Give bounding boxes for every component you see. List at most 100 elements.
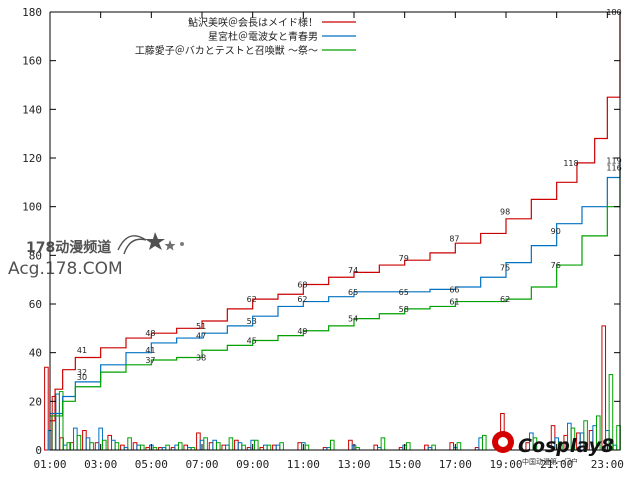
series-line bbox=[50, 12, 621, 422]
y-tick-label: 0 bbox=[35, 444, 42, 457]
y-tick-label: 120 bbox=[22, 152, 42, 165]
hourly-bar bbox=[174, 444, 179, 451]
hourly-bar bbox=[76, 434, 82, 451]
x-tick-label: 21:00 bbox=[540, 458, 573, 471]
hourly-bar bbox=[94, 442, 100, 451]
y-tick-label: 40 bbox=[29, 347, 42, 360]
series-line bbox=[50, 160, 621, 415]
hourly-bar bbox=[101, 439, 107, 451]
x-tick-label: 19:00 bbox=[489, 458, 522, 471]
hourly-bar bbox=[139, 444, 145, 451]
hourly-bar bbox=[221, 444, 227, 451]
x-tick-label: 09:00 bbox=[236, 458, 269, 471]
hourly-bar bbox=[111, 439, 116, 451]
data-label: 45 bbox=[247, 337, 257, 346]
legend-label: 工藤愛子＠バカとテストと召喚獣 〜祭〜 bbox=[135, 44, 318, 57]
hourly-bar bbox=[62, 444, 68, 451]
y-tick-label: 180 bbox=[22, 6, 42, 19]
hourly-bar bbox=[329, 439, 335, 451]
hourly-bar bbox=[114, 442, 120, 451]
hourly-bar bbox=[263, 444, 268, 451]
hourly-bar bbox=[304, 444, 310, 451]
y-tick-label: 100 bbox=[22, 201, 42, 214]
y-tick-label: 80 bbox=[29, 249, 42, 262]
hourly-bar bbox=[73, 427, 78, 451]
x-tick-label: 03:00 bbox=[84, 458, 117, 471]
hourly-bar bbox=[266, 444, 272, 451]
data-label: 37 bbox=[145, 356, 155, 365]
data-label: 41 bbox=[77, 346, 87, 355]
data-label: 66 bbox=[449, 285, 459, 294]
data-label: 75 bbox=[500, 264, 510, 273]
cosplay8-sub-text: 中国动漫第一门户 bbox=[522, 457, 578, 466]
hourly-bar bbox=[120, 444, 125, 451]
y-tick-label: 140 bbox=[22, 103, 42, 116]
x-tick-label: 01:00 bbox=[33, 458, 66, 471]
hourly-bar bbox=[82, 430, 87, 451]
hourly-bar bbox=[132, 442, 138, 451]
hourly-bar bbox=[165, 444, 170, 451]
swoosh-icon bbox=[117, 235, 147, 255]
data-label: 53 bbox=[247, 317, 257, 326]
data-label: 49 bbox=[297, 327, 307, 336]
x-tick-label: 11:00 bbox=[287, 458, 320, 471]
hourly-bar bbox=[601, 325, 607, 451]
hourly-bar bbox=[481, 434, 487, 451]
data-label: 54 bbox=[348, 315, 358, 324]
hourly-bar bbox=[449, 442, 455, 451]
hourly-bar bbox=[225, 444, 230, 451]
data-label: 118 bbox=[563, 159, 578, 168]
data-label: 116 bbox=[606, 164, 621, 173]
data-label: 79 bbox=[399, 254, 409, 263]
watermark-site-text: Acg.178.COM bbox=[8, 259, 123, 279]
hourly-bar bbox=[136, 444, 141, 451]
hourly-bar bbox=[456, 442, 462, 451]
hourly-bar bbox=[380, 437, 386, 451]
hourly-bar bbox=[107, 434, 113, 451]
cumulative-lines bbox=[50, 12, 621, 422]
acg178-watermark: 178动漫频道 Acg.178.COM bbox=[8, 232, 184, 279]
hourly-bar bbox=[228, 437, 234, 451]
hourly-bar bbox=[237, 442, 243, 451]
series-line bbox=[50, 167, 621, 417]
data-label: 58 bbox=[399, 305, 409, 314]
hourly-bar bbox=[275, 444, 281, 451]
data-label: 51 bbox=[196, 322, 206, 331]
hourly-bar bbox=[208, 442, 214, 451]
y-tick-label: 20 bbox=[29, 395, 42, 408]
data-label: 62 bbox=[500, 295, 510, 304]
hourly-bar bbox=[405, 442, 411, 451]
data-label: 62 bbox=[247, 295, 257, 304]
data-label: 30 bbox=[77, 373, 87, 382]
x-tick-label: 17:00 bbox=[439, 458, 472, 471]
hourly-bar bbox=[44, 366, 49, 451]
hourly-bar bbox=[348, 439, 353, 451]
hourly-bar bbox=[215, 442, 221, 451]
x-tick-label: 05:00 bbox=[135, 458, 168, 471]
hourly-bar bbox=[279, 442, 284, 451]
data-label: 62 bbox=[297, 295, 307, 304]
hourly-bar bbox=[212, 439, 217, 451]
data-label: 90 bbox=[551, 227, 561, 236]
hourly-bar bbox=[127, 437, 132, 451]
hourly-bar bbox=[89, 442, 94, 451]
x-tick-label: 23:00 bbox=[591, 458, 624, 471]
data-label: 65 bbox=[348, 288, 358, 297]
hourly-bar bbox=[253, 439, 259, 451]
hourly-bar bbox=[373, 444, 379, 451]
data-label: 65 bbox=[399, 288, 409, 297]
y-tick-label: 160 bbox=[22, 55, 42, 68]
hourly-bar bbox=[431, 444, 436, 451]
legend-label: 星宮杜＠電波女と青春男 bbox=[208, 30, 318, 43]
dot-icon bbox=[180, 242, 184, 246]
star-icon bbox=[145, 232, 165, 250]
x-tick-label: 15:00 bbox=[388, 458, 421, 471]
legend-label: 鮎沢美咲＠会長はメイド様！ bbox=[188, 16, 318, 29]
data-label: 38 bbox=[196, 354, 206, 363]
y-tick-label: 60 bbox=[29, 298, 42, 311]
data-label: 87 bbox=[449, 234, 459, 243]
hourly-bar bbox=[424, 444, 429, 451]
data-label: 32 bbox=[77, 368, 87, 377]
watermark-cn-text: 178动漫频道 bbox=[26, 239, 111, 256]
